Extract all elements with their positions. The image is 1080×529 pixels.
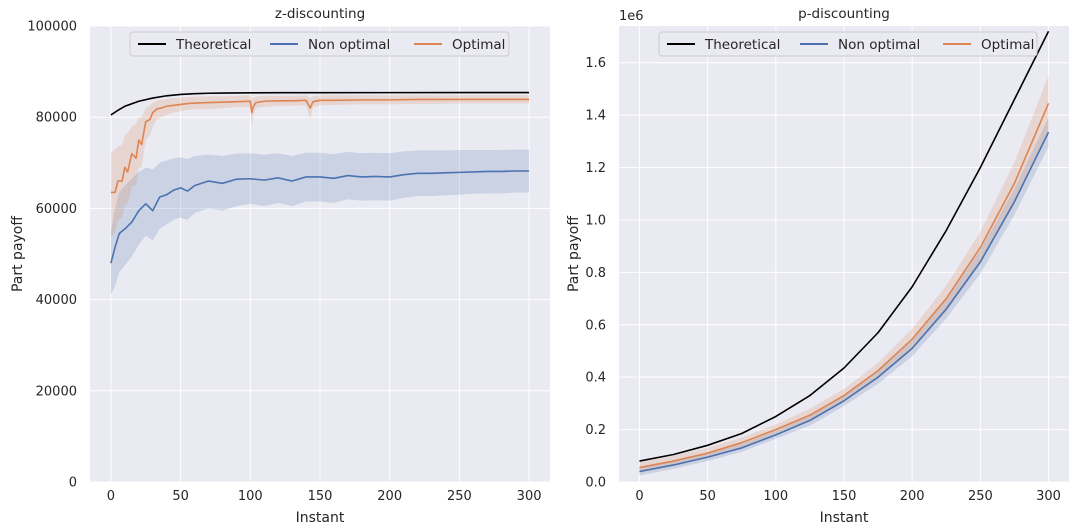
series-lines <box>110 91 530 264</box>
y-tick-label: 20000 <box>36 384 77 399</box>
x-tick-label: 100 <box>238 489 263 504</box>
confidence-band <box>110 95 530 236</box>
series-line <box>110 170 530 264</box>
x-tick-label: 100 <box>763 489 788 504</box>
y-tick-label: 60000 <box>36 202 77 217</box>
series-line <box>639 102 1050 469</box>
confidence-bands <box>110 95 530 296</box>
series-line <box>639 131 1050 473</box>
legend-entry: Optimal <box>452 37 505 53</box>
x-axis-label: Instant <box>820 510 869 526</box>
legend: Theoretical Non optimal Optimal <box>129 31 510 57</box>
confidence-band <box>639 117 1049 476</box>
y-tick-label: 1.6 <box>585 56 606 71</box>
y-tick-label: 1.0 <box>585 213 606 228</box>
y-tick-label: 0.4 <box>585 371 606 386</box>
x-tick-label: 200 <box>377 489 402 504</box>
y-tick-label: 0.2 <box>585 423 606 438</box>
x-tick-label: 0 <box>107 489 115 504</box>
legend-entry: Theoretical <box>175 37 251 53</box>
x-tick-label: 250 <box>447 489 472 504</box>
x-tick-label: 250 <box>968 489 993 504</box>
x-axis-label: Instant <box>296 510 345 526</box>
series-line <box>110 98 530 194</box>
tick-labels: 0 50 100 150 200 250 300 0 20000 40000 60000 80000 1… <box>27 20 541 505</box>
panel-z-discounting: 0 50 100 150 200 250 300 0 20000 40000 60000 80000 1… <box>10 6 550 526</box>
x-tick-label: 150 <box>308 489 333 504</box>
x-tick-label: 150 <box>832 489 857 504</box>
x-tick-label: 300 <box>1036 489 1061 504</box>
gridlines <box>619 26 1069 483</box>
panel-p-discounting: 0 50 100 150 200 250 300 0.0 0.2 0.4 0.6 0.8 1.0 1.2 1… <box>566 6 1069 526</box>
y-axis-label: Part payoff <box>566 216 582 292</box>
confidence-bands <box>639 75 1049 476</box>
y-tick-label: 40000 <box>36 293 77 308</box>
confidence-band <box>639 75 1049 473</box>
y-offset-label: 1e6 <box>619 9 644 24</box>
chart-title: z-discounting <box>275 6 365 22</box>
legend-entry: Non optimal <box>308 37 390 53</box>
legend-entry: Theoretical <box>704 37 780 53</box>
y-tick-label: 1.2 <box>585 161 606 176</box>
x-tick-label: 50 <box>699 489 716 504</box>
y-axis-label: Part payoff <box>10 216 26 292</box>
x-tick-label: 0 <box>635 489 643 504</box>
legend-box <box>129 31 510 57</box>
y-tick-label: 1.4 <box>585 109 606 124</box>
series-line <box>110 91 530 116</box>
legend-entry: Non optimal <box>838 37 920 53</box>
tick-labels: 0 50 100 150 200 250 300 0.0 0.2 0.4 0.6 0.8 1.0 1.2 1… <box>585 56 1061 504</box>
chart-title: p-discounting <box>798 6 890 22</box>
y-tick-label: 0.8 <box>585 266 606 281</box>
legend-entry: Optimal <box>981 37 1034 53</box>
legend-box <box>658 31 1038 57</box>
y-tick-label: 0.0 <box>585 476 606 491</box>
series-line <box>639 30 1050 462</box>
y-tick-label: 100000 <box>27 20 77 35</box>
legend: Theoretical Non optimal Optimal <box>658 31 1038 57</box>
x-tick-label: 50 <box>172 489 189 504</box>
y-tick-label: 0 <box>69 476 77 491</box>
series-lines <box>639 30 1050 473</box>
x-tick-label: 300 <box>517 489 542 504</box>
confidence-band <box>110 149 530 296</box>
x-tick-label: 200 <box>900 489 925 504</box>
y-tick-label: 80000 <box>36 111 77 126</box>
y-tick-label: 0.6 <box>585 318 606 333</box>
